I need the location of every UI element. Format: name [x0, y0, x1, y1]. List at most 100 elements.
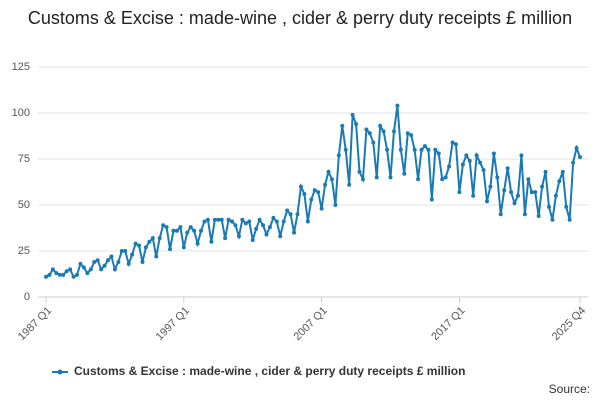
point: [157, 236, 162, 241]
point: [75, 272, 80, 277]
point: [219, 217, 224, 222]
point: [212, 217, 217, 222]
x-tick-label: 2025 Q4: [550, 305, 588, 343]
point: [553, 193, 558, 198]
point: [319, 206, 324, 211]
point: [223, 236, 228, 241]
point: [350, 112, 355, 117]
point: [316, 190, 321, 195]
point: [481, 168, 486, 173]
point: [106, 258, 111, 263]
point: [526, 177, 531, 182]
y-tick-label: 100: [12, 107, 30, 119]
point: [243, 221, 248, 226]
point: [474, 153, 479, 158]
point: [188, 225, 193, 230]
point: [443, 175, 448, 180]
point: [250, 237, 255, 242]
x-tick-label: 2017 Q1: [429, 305, 467, 343]
point: [178, 225, 183, 230]
point: [412, 147, 417, 152]
point: [333, 203, 338, 207]
point: [209, 239, 214, 244]
point: [464, 153, 469, 158]
point: [367, 131, 372, 136]
point: [47, 272, 52, 277]
point: [181, 245, 186, 250]
point: [168, 247, 173, 252]
point: [247, 219, 252, 224]
point: [202, 219, 207, 224]
point: [92, 260, 97, 265]
point: [378, 123, 383, 128]
point: [409, 133, 414, 138]
point: [302, 191, 307, 196]
point: [233, 223, 238, 228]
point: [433, 147, 438, 152]
point: [119, 249, 124, 253]
point: [364, 127, 369, 132]
point: [326, 169, 331, 174]
point: [388, 175, 393, 180]
point: [164, 225, 169, 230]
chart-title: Customs & Excise : made-wine , cider & p…: [27, 8, 573, 28]
point: [140, 260, 145, 265]
point: [374, 175, 379, 180]
point: [185, 230, 190, 235]
x-tick-label: 1987 Q1: [16, 305, 54, 343]
point: [130, 252, 135, 257]
point: [402, 171, 407, 176]
point: [467, 158, 472, 163]
point: [422, 144, 427, 149]
point: [174, 228, 179, 233]
point: [292, 230, 297, 235]
point: [429, 197, 434, 202]
point: [95, 258, 100, 263]
point: [512, 201, 517, 206]
point: [312, 188, 317, 193]
point: [171, 228, 176, 233]
point: [85, 271, 90, 276]
point: [484, 199, 489, 204]
point: [440, 177, 445, 182]
point: [81, 265, 86, 270]
point: [567, 217, 572, 222]
point: [295, 212, 300, 217]
point: [195, 241, 200, 246]
point: [398, 147, 403, 152]
point: [419, 147, 424, 152]
point: [309, 197, 314, 202]
point: [519, 153, 524, 158]
point: [271, 215, 276, 220]
point: [226, 217, 231, 222]
point: [57, 272, 62, 277]
point: [64, 269, 69, 274]
point: [478, 160, 483, 165]
point: [50, 267, 55, 272]
point: [357, 169, 362, 174]
point: [536, 214, 541, 219]
point: [143, 245, 148, 250]
point: [154, 254, 159, 259]
point: [571, 160, 576, 165]
point: [150, 236, 155, 241]
point: [199, 228, 204, 233]
point: [550, 217, 555, 222]
point: [288, 212, 293, 217]
point: [216, 217, 221, 222]
point: [381, 129, 386, 134]
y-tick-label: 75: [18, 153, 30, 165]
point: [336, 153, 341, 158]
point: [385, 147, 390, 152]
point: [137, 243, 142, 248]
point: [54, 271, 59, 276]
point: [340, 123, 345, 128]
point: [416, 177, 421, 182]
point: [254, 226, 259, 231]
point: [109, 254, 114, 259]
point: [498, 212, 503, 217]
point: [264, 232, 269, 237]
point: [540, 184, 545, 189]
point: [360, 177, 365, 182]
